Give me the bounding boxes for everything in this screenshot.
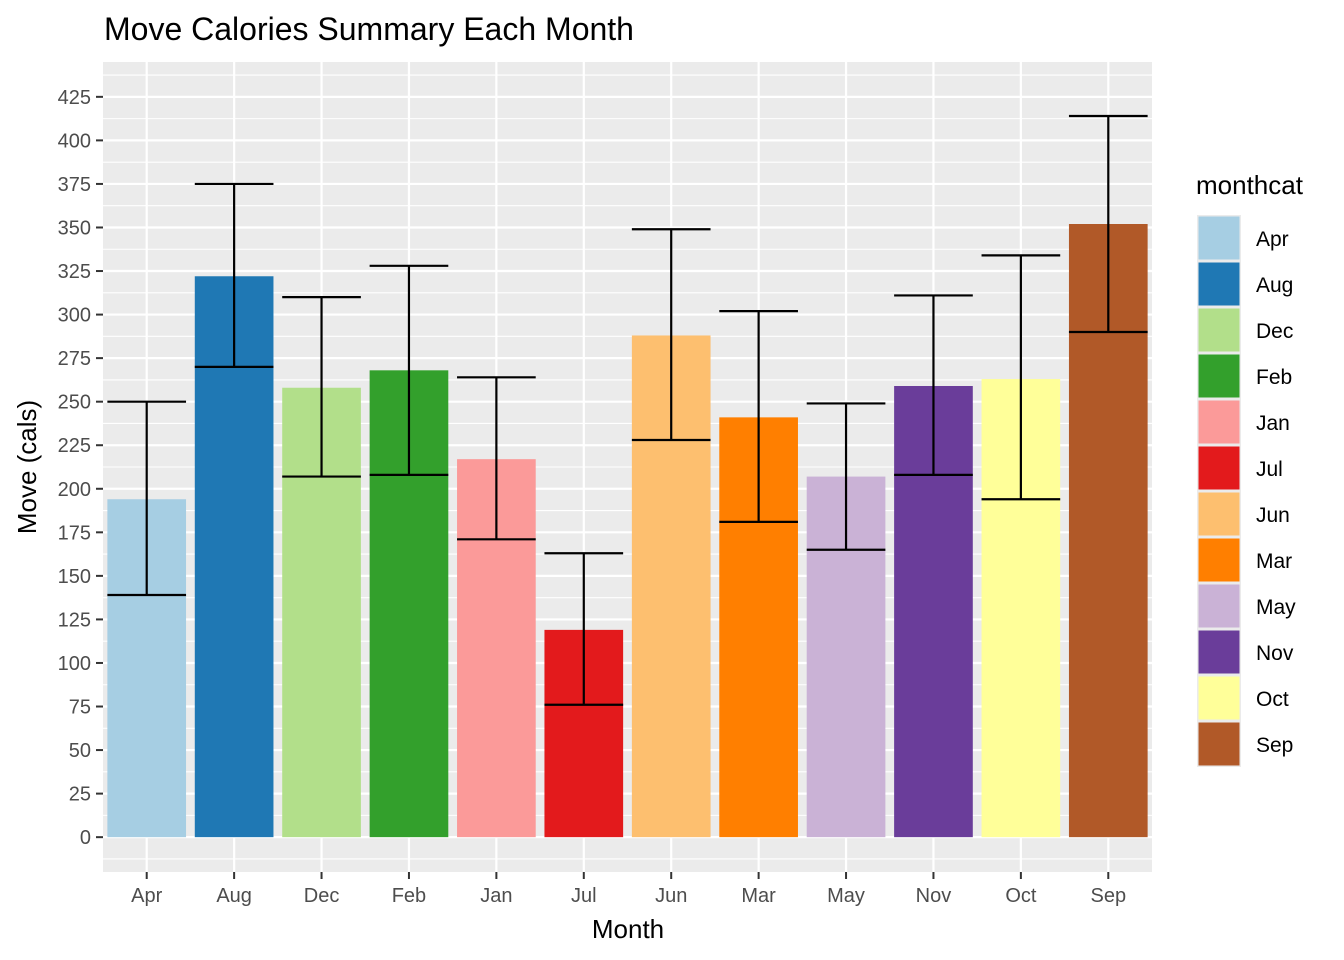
errorbar-dec bbox=[282, 296, 361, 478]
errorbar-nov bbox=[894, 294, 973, 476]
y-tick-label: 25 bbox=[69, 784, 91, 806]
chart-title: Move Calories Summary Each Month bbox=[104, 11, 634, 47]
errorbar-feb bbox=[369, 264, 449, 476]
minor-gridlines bbox=[103, 74, 1152, 860]
x-tick-label: Feb bbox=[392, 885, 426, 907]
y-tick-label: 300 bbox=[58, 305, 91, 327]
y-tick-label: 375 bbox=[58, 174, 91, 196]
x-tick-label: Oct bbox=[1005, 885, 1037, 907]
legend-item-may: May bbox=[1197, 583, 1296, 629]
legend-item-mar: Mar bbox=[1197, 537, 1292, 583]
errorbar-jun bbox=[631, 228, 711, 442]
x-tick-label: Sep bbox=[1090, 885, 1126, 907]
x-tick-label: Apr bbox=[131, 885, 162, 907]
x-tick-label: Nov bbox=[916, 885, 952, 907]
legend-item-nov: Nov bbox=[1197, 629, 1294, 675]
legend-label: Nov bbox=[1256, 642, 1294, 665]
legend-item-dec: Dec bbox=[1197, 307, 1293, 353]
y-tick-label: 350 bbox=[58, 217, 91, 239]
legend-label: Feb bbox=[1256, 366, 1292, 389]
errorbar-sep bbox=[1068, 114, 1148, 334]
error-bars bbox=[107, 114, 1148, 706]
legend-label: Dec bbox=[1256, 320, 1293, 343]
legend-label: Jan bbox=[1256, 412, 1290, 435]
y-tick-label: 275 bbox=[58, 348, 91, 370]
y-tick-label: 200 bbox=[58, 479, 91, 501]
errorbar-jan bbox=[457, 376, 536, 541]
y-tick-label: 325 bbox=[58, 261, 91, 283]
y-tick-label: 75 bbox=[69, 697, 91, 719]
legend-label: May bbox=[1256, 596, 1296, 619]
x-tick-label: Jul bbox=[571, 885, 597, 907]
errorbar-aug bbox=[194, 182, 274, 368]
y-tick-label: 250 bbox=[58, 392, 91, 414]
x-tick-label: Jun bbox=[655, 885, 687, 907]
errorbar-may bbox=[806, 402, 886, 551]
legend-label: Jul bbox=[1256, 458, 1283, 481]
legend-label: Sep bbox=[1256, 734, 1293, 757]
y-tick-label: 50 bbox=[69, 740, 91, 762]
errorbar-mar bbox=[719, 309, 798, 523]
x-tick-label: Aug bbox=[216, 885, 252, 907]
legend-label: Mar bbox=[1256, 550, 1292, 573]
x-axis: Apr Aug Dec Feb Jan Jul Jun Mar May Nov Oct Sep bbox=[131, 872, 1126, 907]
errorbar-oct bbox=[981, 254, 1061, 501]
legend-label: Aug bbox=[1256, 274, 1293, 297]
y-axis: 0 25 50 75 100 125 150 175 200 225 250 275 300 325 350… bbox=[58, 87, 103, 849]
legend-title: monthcat bbox=[1196, 170, 1304, 200]
x-tick-label: Mar bbox=[741, 885, 776, 907]
legend-item-sep: Sep bbox=[1197, 721, 1293, 767]
legend-item-feb: Feb bbox=[1197, 353, 1292, 399]
y-tick-label: 400 bbox=[58, 130, 91, 152]
legend-item-jan: Jan bbox=[1197, 399, 1290, 445]
legend-label: Apr bbox=[1256, 228, 1289, 251]
x-tick-label: Dec bbox=[304, 885, 340, 907]
bar-aug bbox=[194, 276, 274, 838]
bars bbox=[107, 224, 1148, 838]
x-tick-label: Jan bbox=[480, 885, 512, 907]
y-tick-label: 225 bbox=[58, 435, 91, 457]
y-tick-label: 0 bbox=[80, 827, 91, 849]
legend-item-aug: Aug bbox=[1197, 261, 1293, 307]
x-axis-title: Month bbox=[592, 914, 664, 944]
y-tick-label: 150 bbox=[58, 566, 91, 588]
y-tick-label: 125 bbox=[58, 609, 91, 631]
errorbar-jul bbox=[544, 552, 624, 706]
legend-label: Oct bbox=[1256, 688, 1289, 711]
x-tick-label: May bbox=[827, 885, 865, 907]
errorbar-apr bbox=[107, 400, 187, 597]
y-axis-title: Move (cals) bbox=[12, 400, 42, 534]
y-tick-label: 425 bbox=[58, 87, 91, 109]
legend-item-jul: Jul bbox=[1197, 445, 1283, 491]
legend-item-apr: Apr bbox=[1197, 215, 1289, 261]
legend-item-oct: Oct bbox=[1197, 675, 1289, 721]
legend-label: Jun bbox=[1256, 504, 1290, 527]
y-tick-label: 175 bbox=[58, 522, 91, 544]
y-tick-label: 100 bbox=[58, 653, 91, 675]
legend-item-jun: Jun bbox=[1197, 491, 1290, 537]
legend: monthcat Apr Aug Dec Feb Jan Jul Jun Mar May Nov O… bbox=[1196, 170, 1304, 767]
